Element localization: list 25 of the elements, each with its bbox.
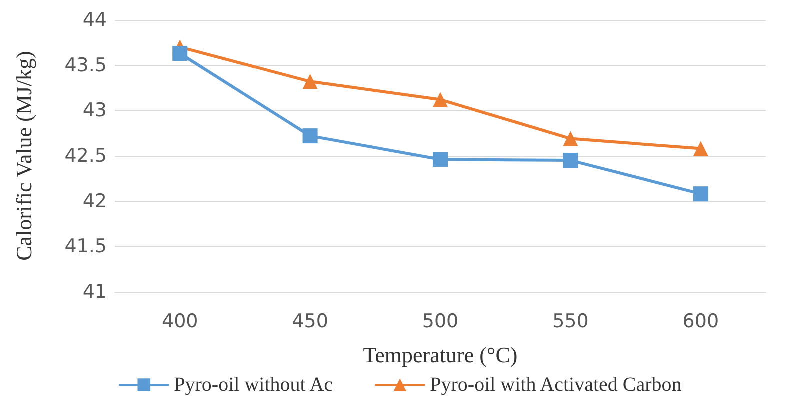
- x-axis-title: Temperature (°C): [363, 342, 518, 368]
- y-tick-label: 42: [82, 190, 107, 212]
- y-tick-label: 44: [82, 9, 107, 31]
- point: [433, 152, 448, 168]
- x-tick-label: 600: [682, 310, 720, 332]
- point: [302, 128, 318, 144]
- point: [693, 141, 708, 156]
- y-axis-title: Calorific Value (MJ/kg): [12, 51, 36, 261]
- x-tick-label: 450: [292, 310, 328, 332]
- point: [433, 92, 448, 108]
- point: [172, 46, 188, 62]
- y-tick-label: 43.5: [64, 54, 107, 76]
- y-tick-label: 43: [82, 100, 107, 122]
- point: [693, 186, 708, 202]
- point: [563, 153, 578, 168]
- legend-label: Pyro-oil with Activated Carbon: [430, 374, 682, 396]
- x-tick-label: 400: [162, 310, 198, 332]
- x-tick-label: 550: [552, 310, 589, 332]
- legend-label: Pyro-oil without Ac: [174, 374, 334, 396]
- y-tick-label: 41.5: [64, 236, 107, 258]
- y-tick-label: 41: [82, 281, 107, 303]
- x-tick-label: 500: [422, 310, 459, 332]
- point: [563, 131, 578, 146]
- y-tick-label: 42.5: [64, 145, 107, 167]
- point: [302, 74, 318, 90]
